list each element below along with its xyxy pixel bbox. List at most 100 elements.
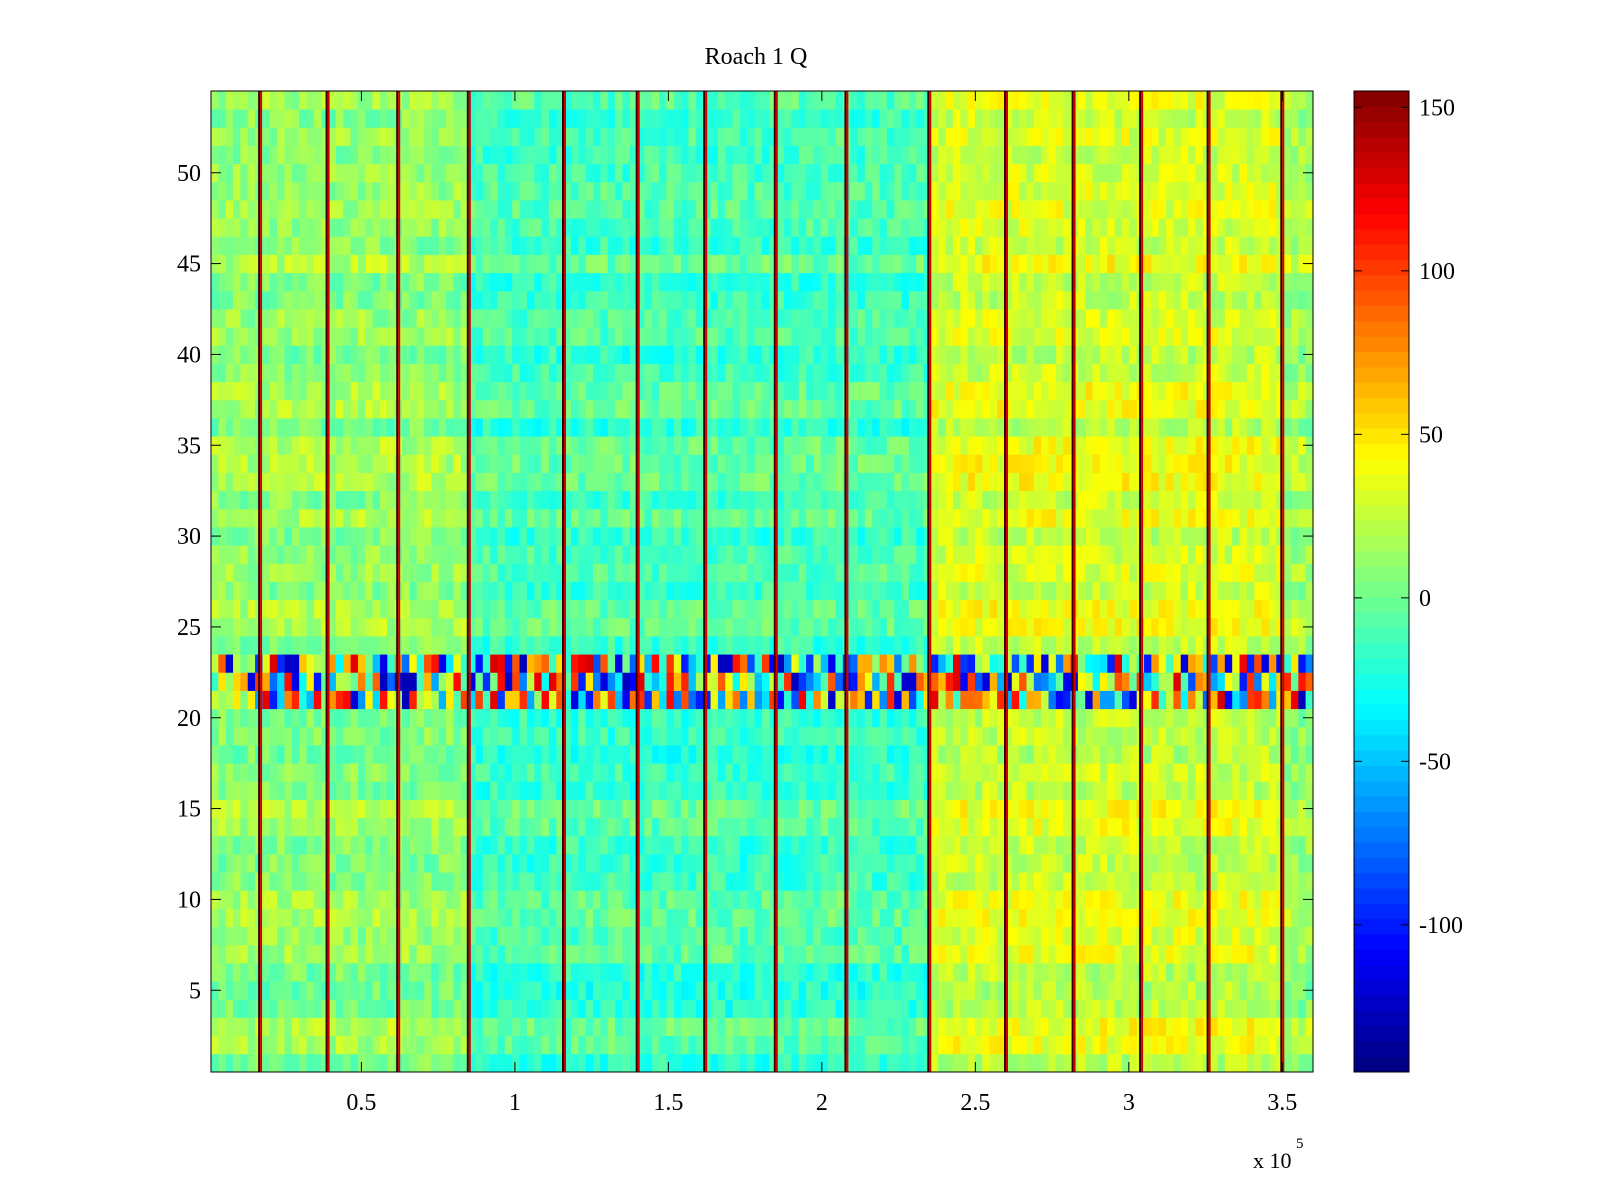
- heatmap-cell: [681, 944, 689, 964]
- heatmap-cell: [762, 963, 770, 982]
- heatmap-cell: [901, 763, 910, 782]
- heatmap-cell: [717, 490, 726, 510]
- heatmap-cell: [864, 763, 873, 782]
- heatmap-cell: [607, 908, 616, 928]
- heatmap-cell: [556, 581, 565, 601]
- heatmap-cell: [299, 617, 307, 637]
- heatmap-cell: [218, 708, 227, 728]
- heatmap-cell: [372, 690, 381, 710]
- heatmap-cell: [1158, 999, 1167, 1018]
- heatmap-cell: [247, 690, 256, 710]
- heatmap-cell: [879, 672, 888, 691]
- heatmap-cell: [431, 527, 440, 546]
- heatmap-cell: [475, 599, 484, 619]
- heatmap-cell: [379, 508, 388, 528]
- heatmap-cell: [269, 926, 278, 946]
- heatmap-cell: [857, 690, 866, 710]
- heatmap-cell: [534, 999, 542, 1018]
- heatmap-cell: [651, 890, 660, 909]
- heatmap-cell: [593, 963, 601, 982]
- heatmap-cell: [1114, 636, 1123, 655]
- heatmap-cell: [754, 817, 763, 837]
- heatmap-cell: [1121, 944, 1130, 964]
- heatmap-cell: [1092, 799, 1101, 819]
- heatmap-cell: [835, 708, 844, 728]
- heatmap-cell: [1305, 581, 1314, 601]
- heatmap-cell: [512, 1035, 520, 1055]
- heatmap-cell: [607, 926, 616, 946]
- heatmap-cell: [1195, 963, 1204, 982]
- heatmap-cell: [453, 599, 462, 619]
- heatmap-cell: [659, 508, 667, 528]
- heatmap-cell: [1041, 944, 1049, 964]
- heatmap-cell: [1166, 1053, 1174, 1073]
- heatmap-cell: [585, 708, 594, 728]
- heatmap-cell: [1173, 926, 1182, 946]
- heatmap-cell: [233, 672, 241, 691]
- heatmap-cell: [784, 944, 792, 964]
- heatmap-cell: [1195, 817, 1204, 837]
- heatmap-cell: [424, 672, 432, 691]
- heatmap-cell: [637, 890, 645, 909]
- heatmap-cell: [953, 654, 961, 673]
- heatmap-cell: [211, 490, 219, 510]
- heatmap-cell: [717, 690, 726, 710]
- heatmap-cell: [945, 1053, 954, 1073]
- heatmap-cell: [1305, 781, 1314, 800]
- heatmap-cell: [1239, 599, 1248, 619]
- heatmap-cell: [424, 454, 432, 473]
- heatmap-cell: [997, 835, 1005, 855]
- heatmap-cell: [438, 581, 447, 601]
- heatmap-cell: [1033, 1017, 1042, 1037]
- heatmap-cell: [1004, 817, 1013, 837]
- heatmap-cell: [967, 763, 976, 782]
- heatmap-cell: [739, 763, 748, 782]
- heatmap-cell: [512, 835, 520, 855]
- heatmap-cell: [1092, 854, 1101, 873]
- heatmap-cell: [306, 817, 315, 837]
- heatmap-cell: [262, 944, 271, 964]
- heatmap-cell: [857, 908, 866, 928]
- heatmap-cell: [1210, 872, 1218, 891]
- heatmap-cell: [1099, 944, 1108, 964]
- heatmap-cell: [806, 508, 814, 528]
- heatmap-cell: [673, 581, 682, 601]
- heatmap-cell: [490, 999, 498, 1018]
- heatmap-cell: [387, 745, 396, 764]
- heatmap-cell: [622, 926, 631, 946]
- heatmap-cell: [313, 999, 322, 1018]
- heatmap-cell: [409, 545, 418, 564]
- heatmap-cell: [835, 835, 844, 855]
- heatmap-cell: [277, 944, 285, 964]
- heatmap-cell: [548, 617, 557, 637]
- heatmap-cell: [460, 527, 469, 546]
- heatmap-cell: [1276, 781, 1285, 800]
- heatmap-cell: [1276, 599, 1285, 619]
- heatmap-cell: [629, 690, 638, 710]
- heatmap-cell: [1283, 835, 1292, 855]
- heatmap-cell: [1004, 490, 1013, 510]
- heatmap-cell: [754, 527, 763, 546]
- heatmap-cell: [1188, 963, 1196, 982]
- heatmap-cell: [1077, 835, 1086, 855]
- heatmap-cell: [600, 926, 609, 946]
- heatmap-cell: [982, 527, 991, 546]
- heatmap-cell: [1121, 508, 1130, 528]
- heatmap-cell: [622, 781, 631, 800]
- heatmap-cell: [666, 745, 675, 764]
- heatmap-cell: [424, 1017, 432, 1037]
- heatmap-cell: [644, 835, 653, 855]
- heatmap-cell: [475, 817, 484, 837]
- heatmap-cell: [1121, 908, 1130, 928]
- heatmap-cell: [563, 545, 572, 564]
- heatmap-cell: [372, 745, 381, 764]
- heatmap-cell: [1232, 944, 1240, 964]
- heatmap-cell: [1055, 563, 1064, 582]
- heatmap-cell: [335, 690, 344, 710]
- heatmap-cell: [828, 672, 836, 691]
- heatmap-cell: [879, 944, 888, 964]
- heatmap-cell: [960, 926, 969, 946]
- heatmap-cell: [1166, 708, 1174, 728]
- heatmap-cell: [1026, 835, 1035, 855]
- heatmap-cell: [497, 1017, 506, 1037]
